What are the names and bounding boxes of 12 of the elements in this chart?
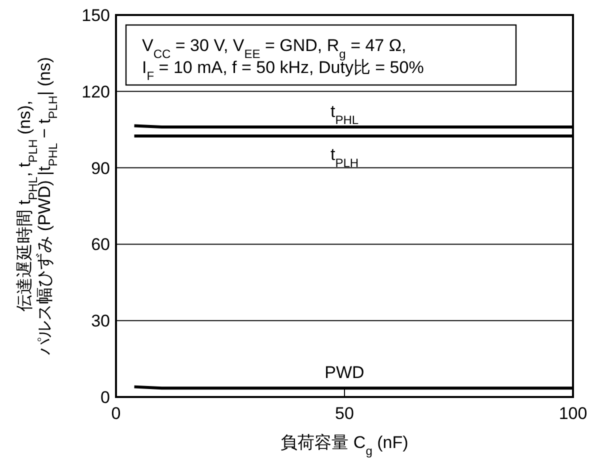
y-tick-label: 30: [91, 312, 110, 331]
y-tick-label: 90: [91, 158, 110, 178]
x-tick-label: 50: [335, 404, 354, 423]
series-label: t$_{PHL}$: [330, 102, 359, 128]
y-tick-label: 120: [82, 82, 110, 102]
y-tick-label: 60: [91, 235, 110, 254]
y-tick-label: 150: [82, 6, 110, 25]
series-label: t$_{PLH}$: [330, 144, 359, 170]
x-tick-label: 100: [558, 404, 588, 423]
series-label: PWD: [324, 363, 364, 382]
x-axis-title: 負荷容量 C$_{g}$ (nF): [280, 433, 408, 458]
y-tick-label: 0: [100, 388, 110, 407]
